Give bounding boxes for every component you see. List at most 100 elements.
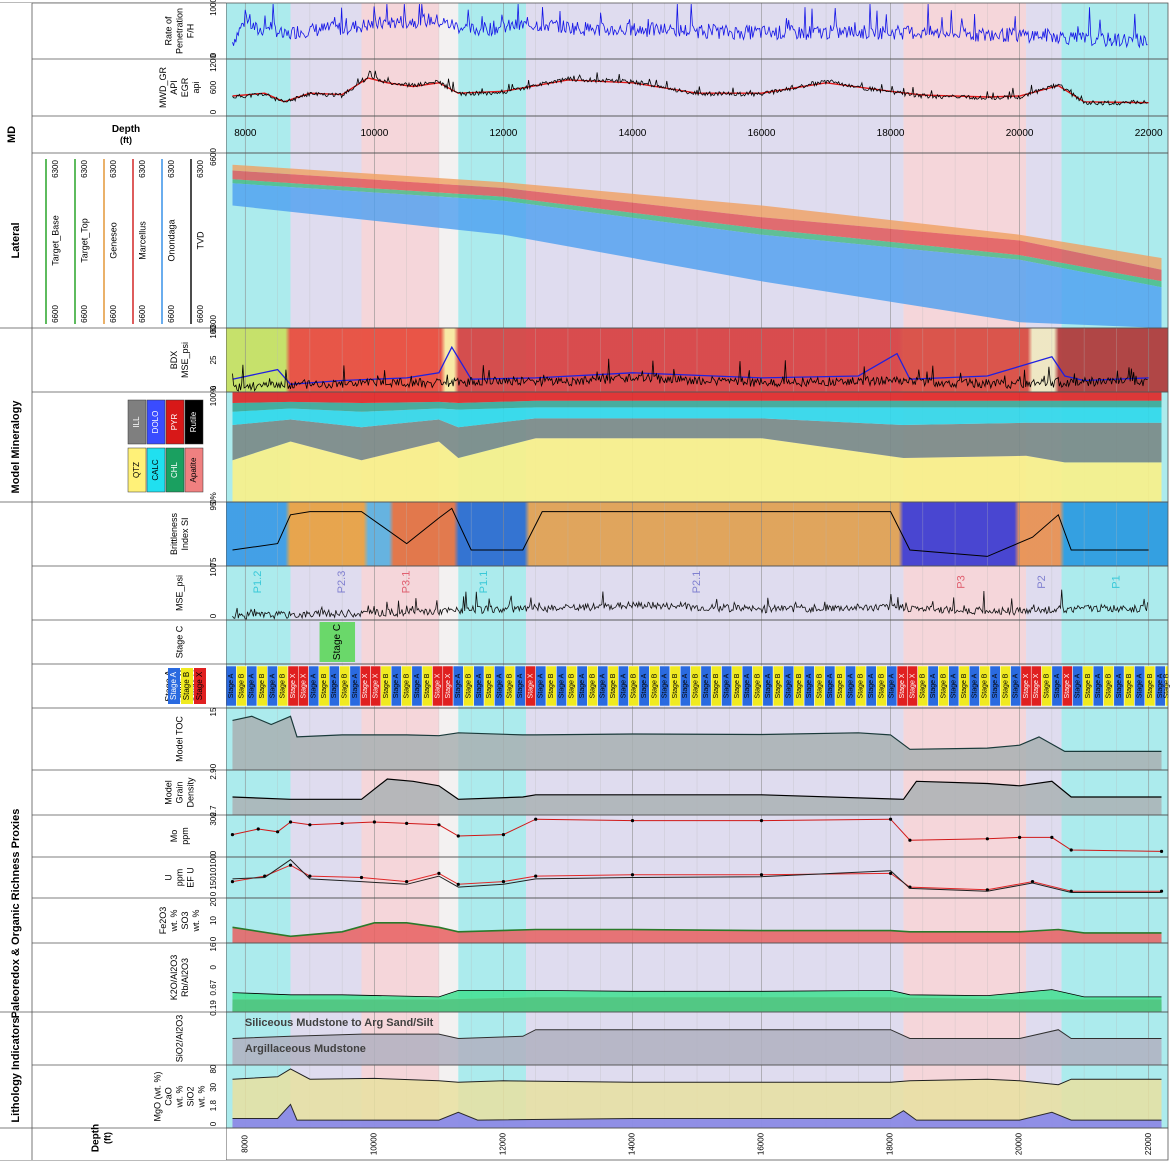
mo-marker <box>288 820 293 824</box>
stage-strip-label: Stage B <box>569 673 576 698</box>
stage-strip-label: Stage A <box>311 673 318 698</box>
mineral-swatch-calc <box>146 447 166 493</box>
stage-strip-label: Stage B <box>1085 673 1092 698</box>
stage-strip-label: Stage B <box>1044 673 1051 698</box>
stage-strip-label: Stage A <box>827 673 834 698</box>
mo-marker <box>276 830 280 834</box>
brittle-label: Brittleness <box>169 512 179 555</box>
stage-strip-label: Stage A <box>600 673 607 698</box>
stage-legend-label: Stage B <box>182 672 191 700</box>
rop-label: Rate of <box>163 16 173 46</box>
stage-strip-label: Stage B <box>1126 673 1133 698</box>
stage-strip-label: Stage A <box>1054 673 1061 698</box>
gr-series-mwd-gr <box>232 70 1148 106</box>
fe2o3-series-fe2o3 <box>232 922 1162 938</box>
u-series-ef-u <box>232 859 1162 893</box>
fe2o3-label: wt. % <box>169 909 179 932</box>
mo-marker <box>1159 849 1164 854</box>
stage-strip-label: Stage A <box>517 673 524 698</box>
mo-marker <box>308 823 312 827</box>
formation-scale-bottom: 6600 <box>167 305 176 323</box>
mse-series-mse-psi <box>232 589 1148 620</box>
brittle-scale-label: 95 <box>209 501 218 510</box>
sio2-label: SiO2 <box>185 1086 195 1106</box>
stage-strip-label: Stage B <box>507 673 514 698</box>
sio2-scale-label: 1.8 <box>209 1100 218 1112</box>
u-marker <box>288 863 293 867</box>
stage-strip-label: Stage X <box>1033 673 1040 698</box>
lithology-annotation: Siliceous Mudstone to Arg Sand/Silt <box>245 1017 434 1029</box>
stage-strip-label: Stage B <box>713 673 720 698</box>
stage-strip-label: Stage X <box>290 673 297 698</box>
depth-tick-label: 8000 <box>234 128 257 139</box>
mo-marker <box>534 817 538 821</box>
stage-strip-label: Stage B <box>920 673 927 698</box>
stage-strip-label: Stage B <box>796 673 803 698</box>
depth-title: Depth <box>112 124 140 135</box>
bdx-scale-label: 0 <box>209 385 218 390</box>
gr-scale-label: 600 <box>209 80 218 94</box>
stagec-label: Stage C <box>174 625 184 658</box>
fe2o3-fill-fe2o3 <box>232 922 1162 943</box>
density-scale-label: 2.9 <box>209 768 218 780</box>
brittle-scale-label: 75 <box>209 557 218 566</box>
stage-strip-label: Stage B <box>775 673 782 698</box>
group-label-2: Paleoredox & Organic Richness Proxies <box>10 809 22 1019</box>
density-label: Model <box>163 780 173 805</box>
lateral-band-geneseo <box>232 164 1162 270</box>
u-marker <box>534 874 538 878</box>
stage-strip-label: Stage B <box>1105 673 1112 698</box>
stage-legend-label: Stage A <box>169 671 178 700</box>
mineral-swatch-rutile <box>184 399 204 445</box>
stage-strip-label: Stage A <box>331 673 338 698</box>
stage-strip-label: Stage A <box>414 673 421 698</box>
stage-strip-label: Stage B <box>424 673 431 698</box>
formation-label: Geneseo <box>108 222 118 259</box>
stage-strip-label: Stage A <box>785 673 792 698</box>
formation-scale-top: 6300 <box>138 160 147 178</box>
depth-tick-label: 20000 <box>1015 1132 1024 1155</box>
gr-scale-label: 1200 <box>209 54 218 72</box>
formation-scale-top: 6300 <box>109 160 118 178</box>
stage-strip-label: Stage B <box>342 673 349 698</box>
mineral-swatch-label: QTZ <box>132 462 141 478</box>
u-marker <box>456 882 460 886</box>
depth-tick-label: 20000 <box>1006 128 1034 139</box>
bdx-scale-label: 100 <box>209 325 218 339</box>
stage-legend-label: Stage X <box>195 671 204 700</box>
depth-title-bottom: Depth <box>91 1124 102 1152</box>
formation-scale-bottom: 6600 <box>138 305 147 323</box>
stage-strip-label: Stage B <box>734 673 741 698</box>
stage-strip-label: Stage B <box>651 673 658 698</box>
mo-marker <box>985 837 989 841</box>
stage-strip-label: Stage A <box>558 673 565 698</box>
formation-scale-bottom: 6600 <box>80 305 89 323</box>
mo-marker <box>630 819 635 823</box>
density-series-model-grain-density <box>232 778 1162 800</box>
stage-strip-label: Stage B <box>1002 673 1009 698</box>
stage-legend-2 <box>194 668 206 704</box>
stage-strip-label: Stage A <box>806 673 813 698</box>
mineral-swatch-label: CALC <box>151 459 160 481</box>
u-marker <box>501 880 506 884</box>
stage-strip-label: Stage B <box>610 673 617 698</box>
formation-scale-bottom: 6600 <box>109 305 118 323</box>
mse-annotation: P1.2 <box>252 571 264 594</box>
stage-strip-label: Stage A <box>724 673 731 698</box>
mse-annotation: P3.1 <box>401 571 413 594</box>
mineral-swatch-label: ILL <box>132 416 141 428</box>
bdx-label: MSE_psi <box>180 342 190 378</box>
density-label: Grain <box>174 781 184 803</box>
stage-strip-label: Stage B <box>940 673 947 698</box>
stage-strip-label: Stage A <box>641 673 648 698</box>
sio2-label: MgO (wt. %) <box>152 1071 162 1121</box>
k2o-scale-label: 0.67 <box>209 979 218 995</box>
u-series-u <box>232 864 1162 892</box>
u-label: EF U <box>185 867 195 888</box>
stage-strip-label: Stage A <box>992 673 999 698</box>
stage-strip-label: Stage X <box>1064 673 1071 698</box>
u-marker <box>437 871 441 876</box>
stage-strip-label: Stage A <box>682 673 689 698</box>
stage-strip-label: Stage X <box>909 673 916 698</box>
gr-label: MWD_GR <box>158 67 168 108</box>
